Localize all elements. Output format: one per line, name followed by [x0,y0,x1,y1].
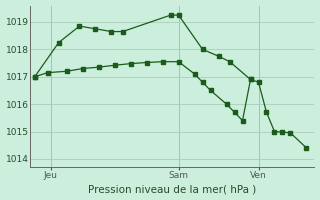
X-axis label: Pression niveau de la mer( hPa ): Pression niveau de la mer( hPa ) [88,184,256,194]
